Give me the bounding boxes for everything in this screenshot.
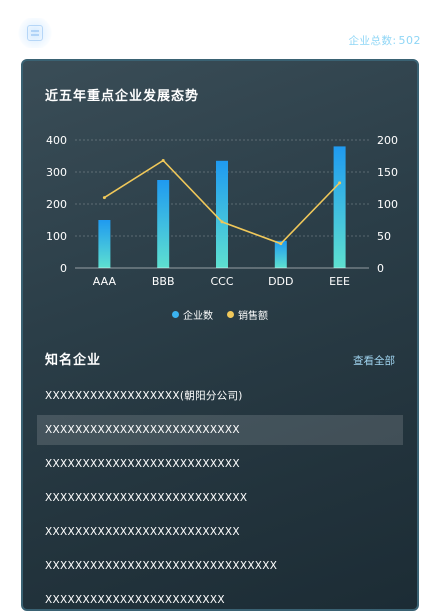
sales-point [220,220,224,224]
legend-item-sales[interactable]: 销售额 [227,307,268,322]
bar-eee [333,146,346,268]
legend-label-sales: 销售额 [238,311,268,322]
company-list: XXXXXXXXXXXXXXXXXX(朝阳分公司) XXXXXXXXXXXXXX… [37,381,403,609]
legend-dot-sales [227,311,234,318]
total-label: 企业总数: [348,35,397,47]
list-item[interactable]: XXXXXXXXXXXXXXXXXX(朝阳分公司) [45,390,243,402]
y-right-tick-label: 0 [377,262,384,275]
list-item[interactable]: XXXXXXXXXXXXXXXXXXXXXXXX [45,594,225,606]
list-item[interactable]: XXXXXXXXXXXXXXXXXXXXXXXXXX [37,415,403,445]
list-item[interactable]: XXXXXXXXXXXXXXXXXXXXXXXXXX [45,458,240,470]
y-right-tick-label: 200 [377,134,398,147]
legend-label-companies: 企业数 [183,311,213,322]
bar-ccc [216,160,228,268]
list-icon [27,25,43,41]
list-item[interactable]: XXXXXXXXXXXXXXXXXXXXXXXXXXX [45,492,248,504]
y-left-tick-label: 400 [46,134,67,147]
total-count: 企业总数: 502 [348,33,421,48]
y-left-tick-label: 300 [46,166,67,179]
bar-aaa [98,220,111,268]
x-tick-label: EEE [329,275,350,288]
y-left-tick-label: 0 [60,262,67,275]
x-tick-label: AAA [93,275,117,288]
y-left-tick-label: 200 [46,198,67,211]
legend-dot-companies [172,311,179,318]
legend-item-companies[interactable]: 企业数 [172,307,213,322]
bar-ddd [274,240,287,268]
bar-bbb [157,180,170,268]
chart-legend: 企业数 销售额 [23,307,417,322]
menu-icon[interactable] [18,18,52,48]
sales-point [279,242,283,246]
combo-chart: 0 100 200 300 400 0 50 100 150 200 AAA BBB CCC DDD EEE [46,134,398,288]
y-left-tick-label: 100 [46,230,67,243]
y-right-tick-label: 150 [377,166,398,179]
x-tick-label: BBB [152,275,175,288]
x-tick-label: DDD [268,275,293,288]
chart-title: 近五年重点企业发展态势 [45,89,200,104]
sales-point [161,158,165,162]
sales-point [338,181,342,185]
dashboard-panel: 近五年重点企业发展态势 0 100 200 300 400 0 50 100 150 200 AAA… [21,59,419,611]
y-right-tick-label: 100 [377,198,398,211]
x-tick-label: CCC [210,275,233,288]
y-right-tick-label: 50 [377,230,391,243]
list-item[interactable]: XXXXXXXXXXXXXXXXXXXXXXXXXX [45,526,240,538]
companies-title: 知名企业 [45,353,102,368]
total-value: 502 [398,34,421,47]
view-all-link[interactable]: 查看全部 [353,355,395,367]
sales-point [102,196,106,200]
list-item[interactable]: XXXXXXXXXXXXXXXXXXXXXXXXXXXXXXX [45,560,278,572]
